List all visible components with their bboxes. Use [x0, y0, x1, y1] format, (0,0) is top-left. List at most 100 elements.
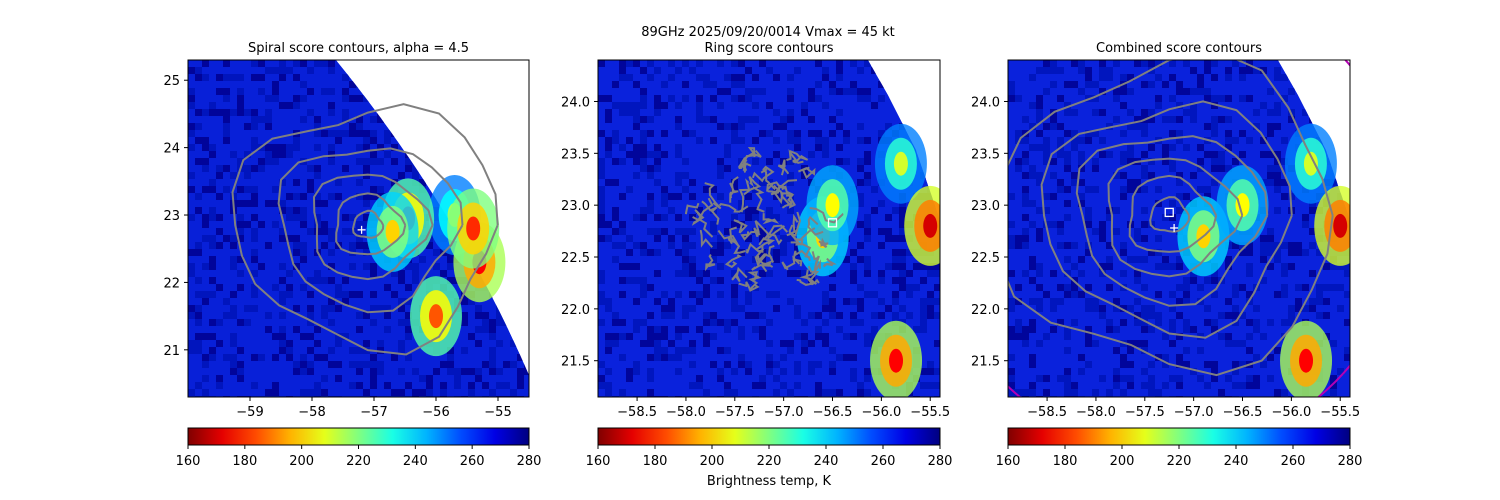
- y-tick-label: 21: [163, 344, 180, 359]
- y-tick-label: 22.5: [971, 251, 1000, 266]
- center-square-marker: [1164, 207, 1174, 218]
- colorbar-tick-label: 180: [643, 454, 668, 469]
- contour-line: [751, 165, 775, 183]
- contour-line: [818, 237, 829, 249]
- y-tick-label: 24: [163, 142, 180, 157]
- score-contours: [684, 147, 844, 292]
- warm-feature: [1216, 165, 1269, 246]
- heatmap-field: [1008, 60, 1350, 397]
- x-tick-label: −57: [360, 405, 387, 420]
- contour-line: [724, 254, 743, 269]
- y-tick-label: 22.0: [561, 303, 590, 318]
- suptitle: 89GHz 2025/09/20/0014 Vmax = 45 kt: [641, 25, 895, 40]
- contour-line: [760, 168, 776, 191]
- axes-frame: [1007, 59, 1351, 398]
- colorbar: 160 180 200 220 240 260 280: [176, 427, 542, 469]
- contour-line: [777, 159, 790, 176]
- contour-line: [1008, 60, 1334, 377]
- x-tick-label: −58: [298, 405, 325, 420]
- colorbar-tick-label: 260: [460, 454, 485, 469]
- y-tick-label: 21.5: [971, 355, 1000, 370]
- colorbar: 160 180 200 220 240 260 280: [996, 427, 1362, 469]
- contour-line: [767, 179, 798, 196]
- y-tick-label: 24.0: [971, 95, 1000, 110]
- contour-line: [796, 278, 820, 286]
- contour-line: [351, 209, 385, 239]
- contour-line: [231, 103, 499, 356]
- warm-feature: [904, 185, 940, 266]
- contour-line: [740, 228, 760, 241]
- axes-frame: [597, 59, 941, 398]
- contour-line: [762, 224, 789, 246]
- contour-line: [1075, 135, 1269, 307]
- warm-feature: [1280, 320, 1333, 397]
- contour-line: [705, 254, 716, 272]
- contour-line: [738, 159, 748, 173]
- colorbar-tick-label: 160: [996, 454, 1021, 469]
- y-tick-label: 24.0: [561, 95, 590, 110]
- contour-line: [1040, 100, 1293, 339]
- colorbar-tick-label: 240: [814, 454, 839, 469]
- y-tick-label: 21.5: [561, 355, 590, 370]
- x-tick-label: −55.5: [1320, 405, 1360, 420]
- contour-line: [718, 203, 749, 213]
- colorbar-tick-label: 160: [586, 454, 611, 469]
- contour-line: [786, 213, 799, 237]
- contour-line: [773, 184, 793, 209]
- colorbar-tick-label: 200: [289, 454, 314, 469]
- score-contours: [1008, 60, 1334, 377]
- x-tick-label: −56.5: [813, 405, 853, 420]
- heatmap-field: [188, 60, 529, 397]
- x-tick-label: −56.5: [1223, 405, 1263, 420]
- contour-line: [752, 186, 765, 213]
- colorbar-tick-label: 280: [928, 454, 953, 469]
- colorbar-tick-label: 260: [871, 454, 896, 469]
- colorbar-tick-label: 240: [1224, 454, 1249, 469]
- contour-line: [733, 219, 748, 234]
- contour-line: [1107, 157, 1244, 278]
- contour-line: [701, 200, 720, 225]
- contour-line: [1149, 196, 1191, 233]
- contour-line: [809, 207, 844, 224]
- y-tick-label: 25: [163, 74, 180, 89]
- warm-feature: [366, 191, 419, 272]
- contour-line: [792, 249, 811, 267]
- contour-line: [799, 259, 821, 285]
- x-tick-label: −57.0: [764, 405, 804, 420]
- contour-line: [704, 182, 722, 210]
- colorbar-tick-label: 180: [1053, 454, 1078, 469]
- warm-feature: [870, 320, 923, 397]
- x-tick-label: −58.0: [1076, 405, 1116, 420]
- contour-line: [729, 176, 739, 199]
- axes-frame: [187, 59, 530, 398]
- spiral-panel: Spiral score contours, alpha = 4.5 −59 −58…: [163, 41, 541, 469]
- colorbar-tick-label: 220: [1167, 454, 1192, 469]
- contour-line: [746, 242, 765, 266]
- contour-line: [684, 202, 700, 215]
- panel-title: Combined score contours: [1096, 41, 1262, 56]
- center-plus-marker: [1170, 223, 1179, 232]
- center-plus-marker: [357, 225, 366, 234]
- y-tick-label: 23.5: [561, 147, 590, 162]
- x-tick-label: −55: [484, 405, 511, 420]
- y-tick-label: 23.0: [561, 199, 590, 214]
- score-contours: [231, 103, 499, 356]
- contour-line: [807, 215, 824, 236]
- heatmap-field: [598, 60, 940, 397]
- x-tick-label: −57.0: [1174, 405, 1214, 420]
- y-tick-label: 22.5: [561, 251, 590, 266]
- colorbar: 160 180 200 220 240 260 280: [586, 427, 953, 469]
- center-square-marker: [827, 218, 838, 228]
- x-tick-label: −58.0: [666, 405, 706, 420]
- contour-line: [729, 182, 739, 203]
- x-tick-label: −55.5: [910, 405, 950, 420]
- contour-line: [822, 257, 837, 268]
- contour-line: [747, 271, 762, 291]
- colorbar-tick-label: 280: [517, 454, 542, 469]
- contour-line: [743, 175, 762, 196]
- contour-line: [699, 229, 713, 248]
- colorbar-tick-label: 220: [757, 454, 782, 469]
- panel-title: Ring score contours: [704, 41, 833, 56]
- x-tick-label: −56: [422, 405, 449, 420]
